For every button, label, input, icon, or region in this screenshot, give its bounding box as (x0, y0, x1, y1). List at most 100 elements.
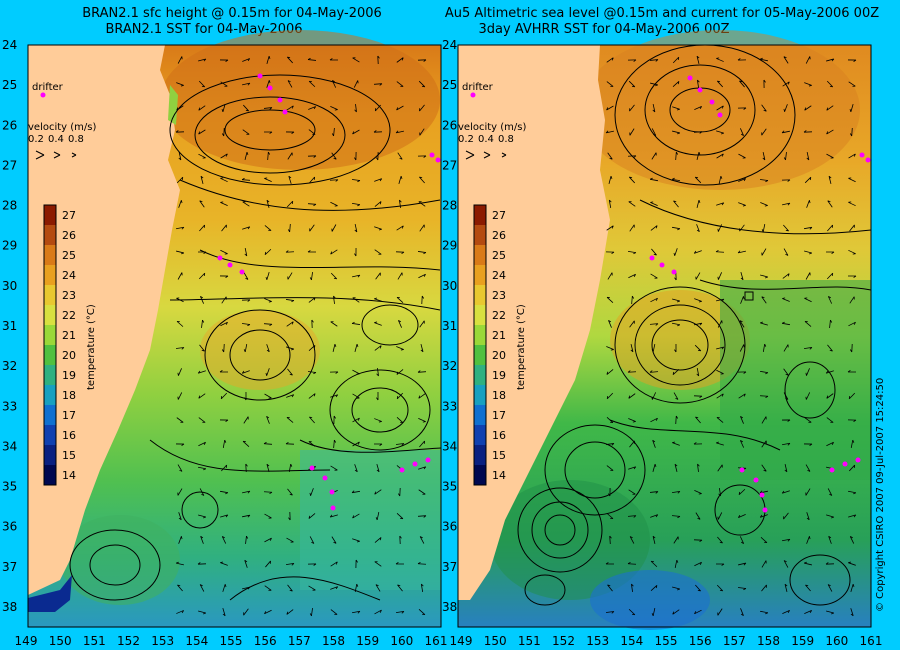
velocity-arrow (739, 536, 745, 544)
velocity-arrow (309, 176, 316, 184)
colorbar-swatch (474, 365, 486, 386)
velocity-arrow (759, 490, 768, 494)
velocity-arrow (351, 490, 361, 494)
velocity-arrow (652, 535, 656, 544)
velocity-arrow (330, 201, 338, 207)
velocity-arrow (696, 55, 700, 64)
velocity-arrow (738, 562, 747, 566)
right-title-line2: 3day AVHRR SST for 04-May-2006 00Z (478, 22, 729, 37)
velocity-arrow (781, 490, 790, 494)
velocity-arrow (674, 463, 678, 472)
colorbar-tick-label: 25 (492, 249, 506, 262)
velocity-arrow (606, 81, 614, 87)
velocity-arrow (286, 56, 294, 64)
velocity-arrow (804, 297, 812, 303)
velocity-arrow (629, 128, 635, 136)
velocity-arrow (672, 298, 681, 303)
velocity-arrow (351, 179, 361, 183)
velocity-arrow (198, 129, 206, 135)
velocity-arrow (242, 201, 250, 207)
velocity-arrow (783, 368, 789, 376)
velocity-arrow (397, 152, 403, 160)
velocity-arrow (805, 272, 811, 280)
lat-tick-label-right: 28 (442, 199, 457, 213)
velocity-arrow (606, 417, 614, 424)
velocity-arrow (671, 515, 681, 519)
right-longitude-ticks: 149 150 151 152 153 154 155 156 157 158 159 160 161 (450, 634, 883, 648)
velocity-arrow (330, 321, 338, 327)
velocity-arrow (826, 514, 834, 519)
velocity-arrow (222, 439, 227, 449)
velocity-arrow (672, 368, 680, 376)
velocity-arrow (420, 344, 424, 353)
lat-tick-label: 32 (2, 359, 17, 373)
colorbar-tick-label: 15 (492, 449, 506, 462)
velocity-arrow (198, 610, 206, 615)
lon-tick-label: 149 (15, 634, 38, 648)
velocity-arrow (629, 320, 635, 328)
velocity-arrow (761, 296, 767, 304)
velocity-arrow (694, 609, 702, 615)
right-land (458, 45, 610, 600)
velocity-arrow (417, 155, 427, 158)
velocity-arrow (333, 295, 336, 305)
velocity-arrow (805, 488, 811, 496)
velocity-arrow (806, 152, 810, 161)
velocity-arrow (243, 104, 249, 112)
velocity-arrow (176, 297, 184, 303)
velocity-arrow (717, 608, 723, 616)
velocity-arrow (374, 345, 382, 351)
velocity-arrow (631, 583, 634, 593)
velocity-arrow (219, 275, 229, 278)
lat-tick-label-right: 36 (442, 520, 457, 534)
colorbar-swatch (44, 445, 56, 466)
lat-tick-label: 25 (2, 78, 17, 92)
velocity-arrow (221, 104, 226, 112)
lon-tick-label: 155 (220, 634, 243, 648)
velocity-arrow (287, 80, 293, 88)
velocity-arrow (244, 248, 248, 257)
velocity-arrow (739, 320, 745, 328)
velocity-arrow (694, 561, 702, 567)
velocity-arrow (650, 297, 658, 303)
velocity-arrow (286, 321, 294, 327)
velocity-arrow (627, 59, 637, 62)
velocity-arrow (606, 392, 614, 400)
velocity-arrow (783, 56, 789, 64)
velocity-arrow (696, 224, 700, 233)
velocity-arrow (650, 225, 658, 231)
velocity-arrow (309, 271, 313, 281)
velocity-arrow (849, 127, 853, 137)
velocity-scale-2: 0.8 (68, 134, 84, 145)
velocity-arrow (418, 489, 426, 495)
left-title-line1: BRAN2.1 sfc height @ 0.15m for 04-May-20… (82, 6, 382, 21)
velocity-arrow (716, 417, 724, 423)
velocity-arrow (264, 248, 272, 256)
velocity-arrow (419, 176, 425, 184)
lat-tick-label-right: 25 (442, 78, 457, 92)
velocity-arrow (671, 226, 681, 231)
velocity-arrow (849, 536, 855, 544)
lat-tick-label: 37 (2, 560, 17, 574)
colorbar-tick-label: 20 (62, 349, 76, 362)
velocity-arrow (220, 201, 228, 207)
lon-tick-label: 151 (83, 634, 106, 648)
velocity-arrow (419, 536, 425, 544)
velocity-arrow (672, 81, 680, 87)
velocity-arrow (651, 392, 657, 400)
lat-tick-label: 31 (2, 319, 17, 333)
velocity-arrow (329, 58, 339, 61)
lon-tick-label: 161 (425, 634, 448, 648)
velocity-arrow (307, 57, 317, 61)
velocity-arrow (375, 512, 380, 521)
lat-tick-label: 26 (2, 118, 17, 132)
colorbar-swatch (474, 285, 486, 306)
copyright-text: © Copyright CSIRO 2007 09-Jul-2007 15:24… (875, 378, 886, 612)
velocity-arrow (826, 417, 834, 423)
left-colorbar: 27 26 25 24 23 22 21 20 19 18 17 16 15 14 temperature … (43, 204, 97, 486)
velocity-arrow (847, 490, 857, 495)
velocity-arrow (847, 275, 857, 278)
velocity-arrow (827, 224, 834, 232)
velocity-arrow (649, 491, 659, 494)
velocity-arrow (332, 343, 337, 352)
